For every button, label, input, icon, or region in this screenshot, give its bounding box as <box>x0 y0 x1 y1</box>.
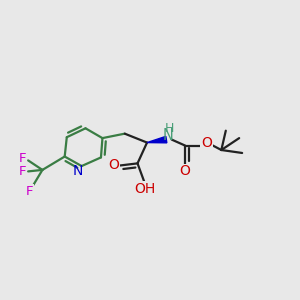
Text: N: N <box>72 164 83 178</box>
Text: O: O <box>180 164 190 178</box>
Text: N: N <box>162 128 173 142</box>
Text: O: O <box>108 158 119 172</box>
Text: F: F <box>18 152 26 165</box>
Text: H: H <box>165 122 174 135</box>
Text: F: F <box>18 165 26 178</box>
Text: O: O <box>201 136 212 150</box>
Polygon shape <box>147 136 167 143</box>
Text: OH: OH <box>134 182 155 196</box>
Text: F: F <box>26 185 34 198</box>
